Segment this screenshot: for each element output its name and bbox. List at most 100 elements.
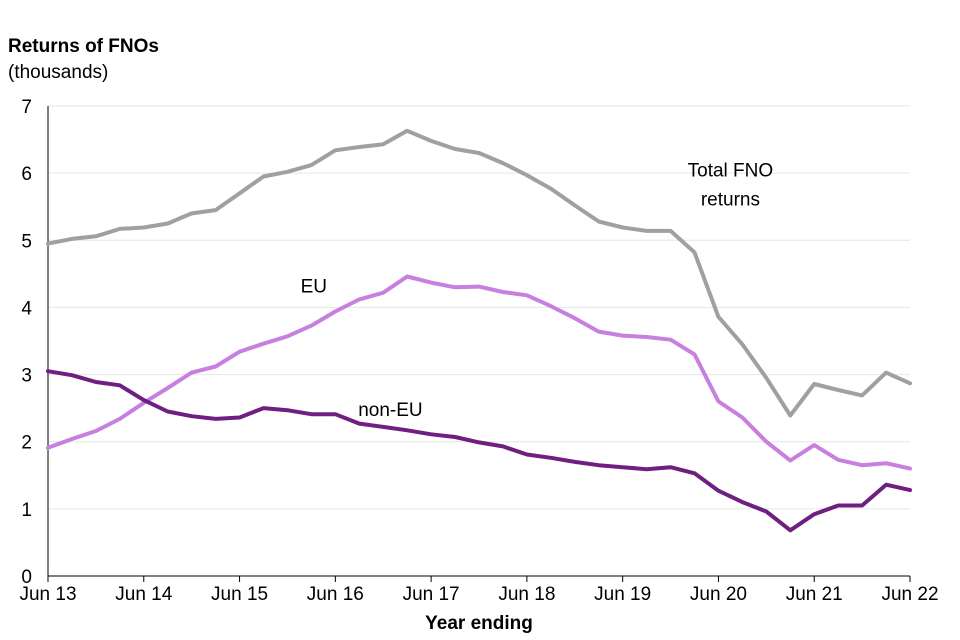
data-point — [597, 330, 601, 334]
gridlines — [48, 105, 910, 510]
data-point — [740, 500, 744, 504]
data-point — [549, 456, 553, 460]
data-point — [716, 399, 720, 403]
series-lines — [46, 128, 912, 533]
data-point — [621, 334, 625, 338]
data-point — [477, 440, 481, 444]
data-point — [166, 386, 170, 390]
series-labels: Total FNO returns EU non-EU — [301, 161, 774, 422]
series-label: Total FNO — [688, 161, 774, 182]
data-point — [309, 163, 313, 167]
data-point — [788, 459, 792, 463]
data-point — [166, 410, 170, 414]
data-point — [285, 408, 289, 412]
data-point — [812, 443, 816, 447]
data-point — [405, 129, 409, 133]
data-point — [669, 338, 673, 342]
data-point — [860, 393, 864, 397]
y-tick-label: 1 — [21, 500, 32, 521]
data-point — [740, 342, 744, 346]
data-point — [190, 371, 194, 375]
x-tick-label: Jun 22 — [881, 584, 938, 605]
data-point — [357, 422, 361, 426]
data-point — [357, 297, 361, 301]
data-point — [238, 191, 242, 195]
data-point — [429, 281, 433, 285]
data-point — [381, 142, 385, 146]
data-point — [860, 463, 864, 467]
data-point — [118, 417, 122, 421]
x-tick-label: Jun 13 — [19, 584, 76, 605]
x-tick-label: Jun 20 — [690, 584, 747, 605]
data-point — [214, 365, 218, 369]
data-point — [621, 226, 625, 230]
data-point — [884, 461, 888, 465]
data-point — [94, 380, 98, 384]
data-point — [549, 187, 553, 191]
data-point — [501, 290, 505, 294]
data-point — [262, 342, 266, 346]
data-point — [716, 315, 720, 319]
y-tick-label: 7 — [21, 97, 32, 118]
data-point — [238, 350, 242, 354]
data-point — [453, 435, 457, 439]
data-point — [46, 242, 50, 246]
data-point — [405, 275, 409, 279]
data-point — [142, 398, 146, 402]
data-point — [453, 285, 457, 289]
y-tick-label: 4 — [21, 298, 32, 319]
data-point — [262, 406, 266, 410]
data-point — [285, 170, 289, 174]
data-point — [405, 428, 409, 432]
data-point — [190, 414, 194, 418]
data-point — [94, 429, 98, 433]
data-point — [166, 222, 170, 226]
axes: 0 1 2 3 4 5 6 7 Jun 13 Jun 14 Jun 15 Jun 16 Jun 17 Ju… — [19, 97, 938, 605]
x-axis-title: Year ending — [425, 613, 533, 634]
data-point — [693, 352, 697, 356]
series-label: non-EU — [358, 400, 422, 421]
data-point — [285, 334, 289, 338]
data-point — [190, 211, 194, 215]
data-point — [573, 316, 577, 320]
x-tick-label: Jun 14 — [115, 584, 172, 605]
series-line-total-fno-returns — [46, 128, 912, 418]
data-point — [669, 465, 673, 469]
data-point — [309, 412, 313, 416]
y-axis-unit: (thousands) — [8, 62, 109, 83]
data-point — [645, 335, 649, 339]
data-point — [645, 229, 649, 233]
y-tick-label: 0 — [21, 567, 32, 588]
data-point — [262, 175, 266, 179]
data-point — [597, 219, 601, 223]
data-point — [118, 227, 122, 231]
data-point — [669, 229, 673, 233]
y-tick-label: 2 — [21, 433, 32, 454]
x-tick-label: Jun 19 — [594, 584, 651, 605]
data-point — [693, 250, 697, 254]
data-point — [908, 381, 912, 385]
data-point — [333, 309, 337, 313]
data-point — [118, 383, 122, 387]
y-tick-label: 5 — [21, 231, 32, 252]
data-point — [836, 458, 840, 462]
data-point — [94, 234, 98, 238]
data-point — [429, 139, 433, 143]
data-point — [788, 414, 792, 418]
data-point — [381, 291, 385, 295]
data-point — [836, 504, 840, 508]
data-point — [477, 285, 481, 289]
data-point — [309, 324, 313, 328]
data-point — [70, 373, 74, 377]
y-tick-label: 6 — [21, 164, 32, 185]
x-tick-label: Jun 17 — [403, 584, 460, 605]
y-axis-title: Returns of FNOs — [8, 36, 159, 57]
data-point — [788, 528, 792, 532]
data-point — [549, 304, 553, 308]
data-point — [70, 237, 74, 241]
data-point — [525, 452, 529, 456]
series-label: returns — [701, 190, 760, 211]
data-point — [501, 161, 505, 165]
data-point — [573, 203, 577, 207]
